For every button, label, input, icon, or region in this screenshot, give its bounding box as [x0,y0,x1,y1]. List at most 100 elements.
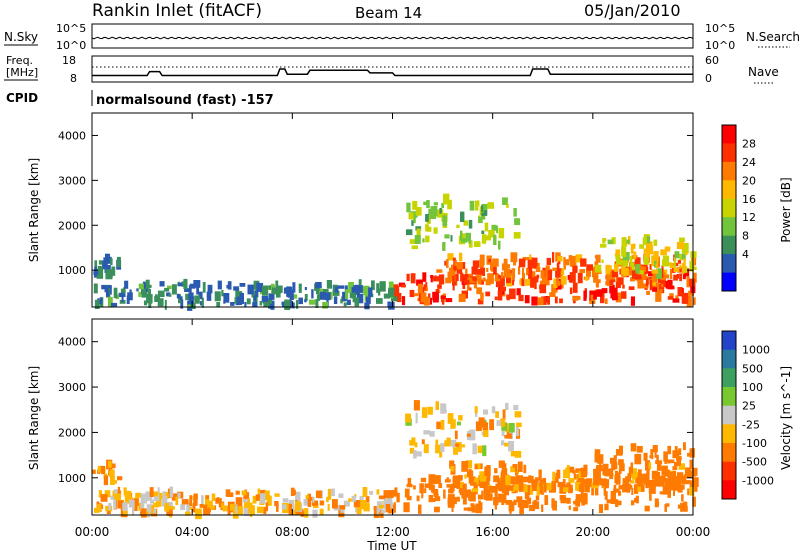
echo-cell [117,500,124,509]
echo-cell [425,235,430,243]
echo-cell [288,503,292,515]
colorbar-tick-label: 100 [742,381,763,394]
echo-cell [484,222,489,232]
echo-cell [649,494,652,501]
echo-cell [643,452,648,461]
echo-cell [619,445,623,455]
echo-cell [503,268,511,278]
freq-label: Freq. [6,54,33,67]
echo-cell [643,479,647,485]
echo-cell [106,290,110,297]
power-panel-frame [91,112,694,308]
echo-cell [476,200,480,207]
echo-cell [345,289,349,299]
echo-cell [568,255,573,261]
echo-cell [666,483,673,491]
echo-cell [679,264,682,269]
echo-cell [513,208,517,217]
echo-cell [464,274,469,284]
echo-cell [120,288,126,294]
cpid-text: normalsound (fast) -157 [96,93,274,108]
echo-cell [664,469,670,477]
echo-cell [492,258,499,267]
echo-cell [471,266,476,275]
echo-cell [326,280,332,289]
echo-cell [159,281,165,287]
echo-cell [524,279,532,286]
echo-cell [108,464,112,474]
colorbar-segment [722,349,736,369]
echo-cell [185,511,191,516]
echo-cell [121,292,124,302]
echo-cell [424,488,427,494]
echo-cell [472,277,477,281]
echo-cell [677,504,682,509]
colorbar-segment [722,198,736,218]
echo-cell [614,263,619,272]
echo-cell [605,298,608,304]
echo-cell [199,504,204,508]
echo-cell [396,293,402,303]
echo-cell [593,273,599,283]
echo-cell [569,255,577,267]
echo-cell [148,284,152,288]
echo-cell [619,260,623,266]
echo-cell [559,298,563,304]
colorbar-tick-label: 4 [742,248,749,261]
echo-cell [560,275,567,285]
echo-cell [477,494,483,500]
echo-cell [628,286,635,290]
echo-cell [638,484,645,492]
echo-cell [506,294,510,300]
echo-cell [623,267,629,276]
echo-cell [410,211,418,218]
echo-cell [649,264,652,270]
colorbar-frame [721,330,737,500]
nave-tick-bottom: 0 [705,72,712,85]
echo-cell [541,504,544,512]
echo-cell [128,499,135,508]
echo-cell [572,265,578,273]
x-tick-label: 04:00 [175,525,210,539]
freq-tick-bottom: 8 [70,72,77,85]
cpid-label: CPID [6,91,38,105]
echo-cell [440,295,446,299]
echo-cell [474,464,478,470]
echo-cell [146,504,154,512]
echo-cell [199,301,203,306]
echo-cell [168,506,175,510]
echo-cell [509,288,516,300]
echo-cell [518,481,523,492]
echo-cell [621,246,625,257]
echo-cell [307,493,311,503]
echo-cell [656,454,659,464]
echo-cell [439,452,443,458]
echo-cell [207,500,213,510]
echo-cell [514,450,522,458]
echo-cell [544,483,547,493]
echo-cell [502,197,508,205]
echo-cell [188,292,194,298]
echo-cell [164,299,167,310]
echo-cell [456,224,460,228]
echo-cell [232,508,239,519]
echo-cell [493,497,499,506]
echo-cell [481,230,485,234]
echo-cell [483,409,489,415]
echo-cell [686,296,692,307]
echo-cell [256,282,260,292]
echo-cell [393,286,400,298]
echo-cell [379,281,386,292]
echo-cell [484,466,491,477]
echo-cell [637,486,641,493]
echo-cell [444,440,451,447]
echo-cell [450,466,455,472]
echo-cell [333,296,338,304]
echo-cell [304,287,307,291]
colorbar-segment [722,443,736,463]
echo-cell [421,490,424,499]
echo-cell [443,489,446,499]
echo-cell [604,503,609,511]
echo-cell [343,500,350,507]
echo-cell [365,296,371,304]
